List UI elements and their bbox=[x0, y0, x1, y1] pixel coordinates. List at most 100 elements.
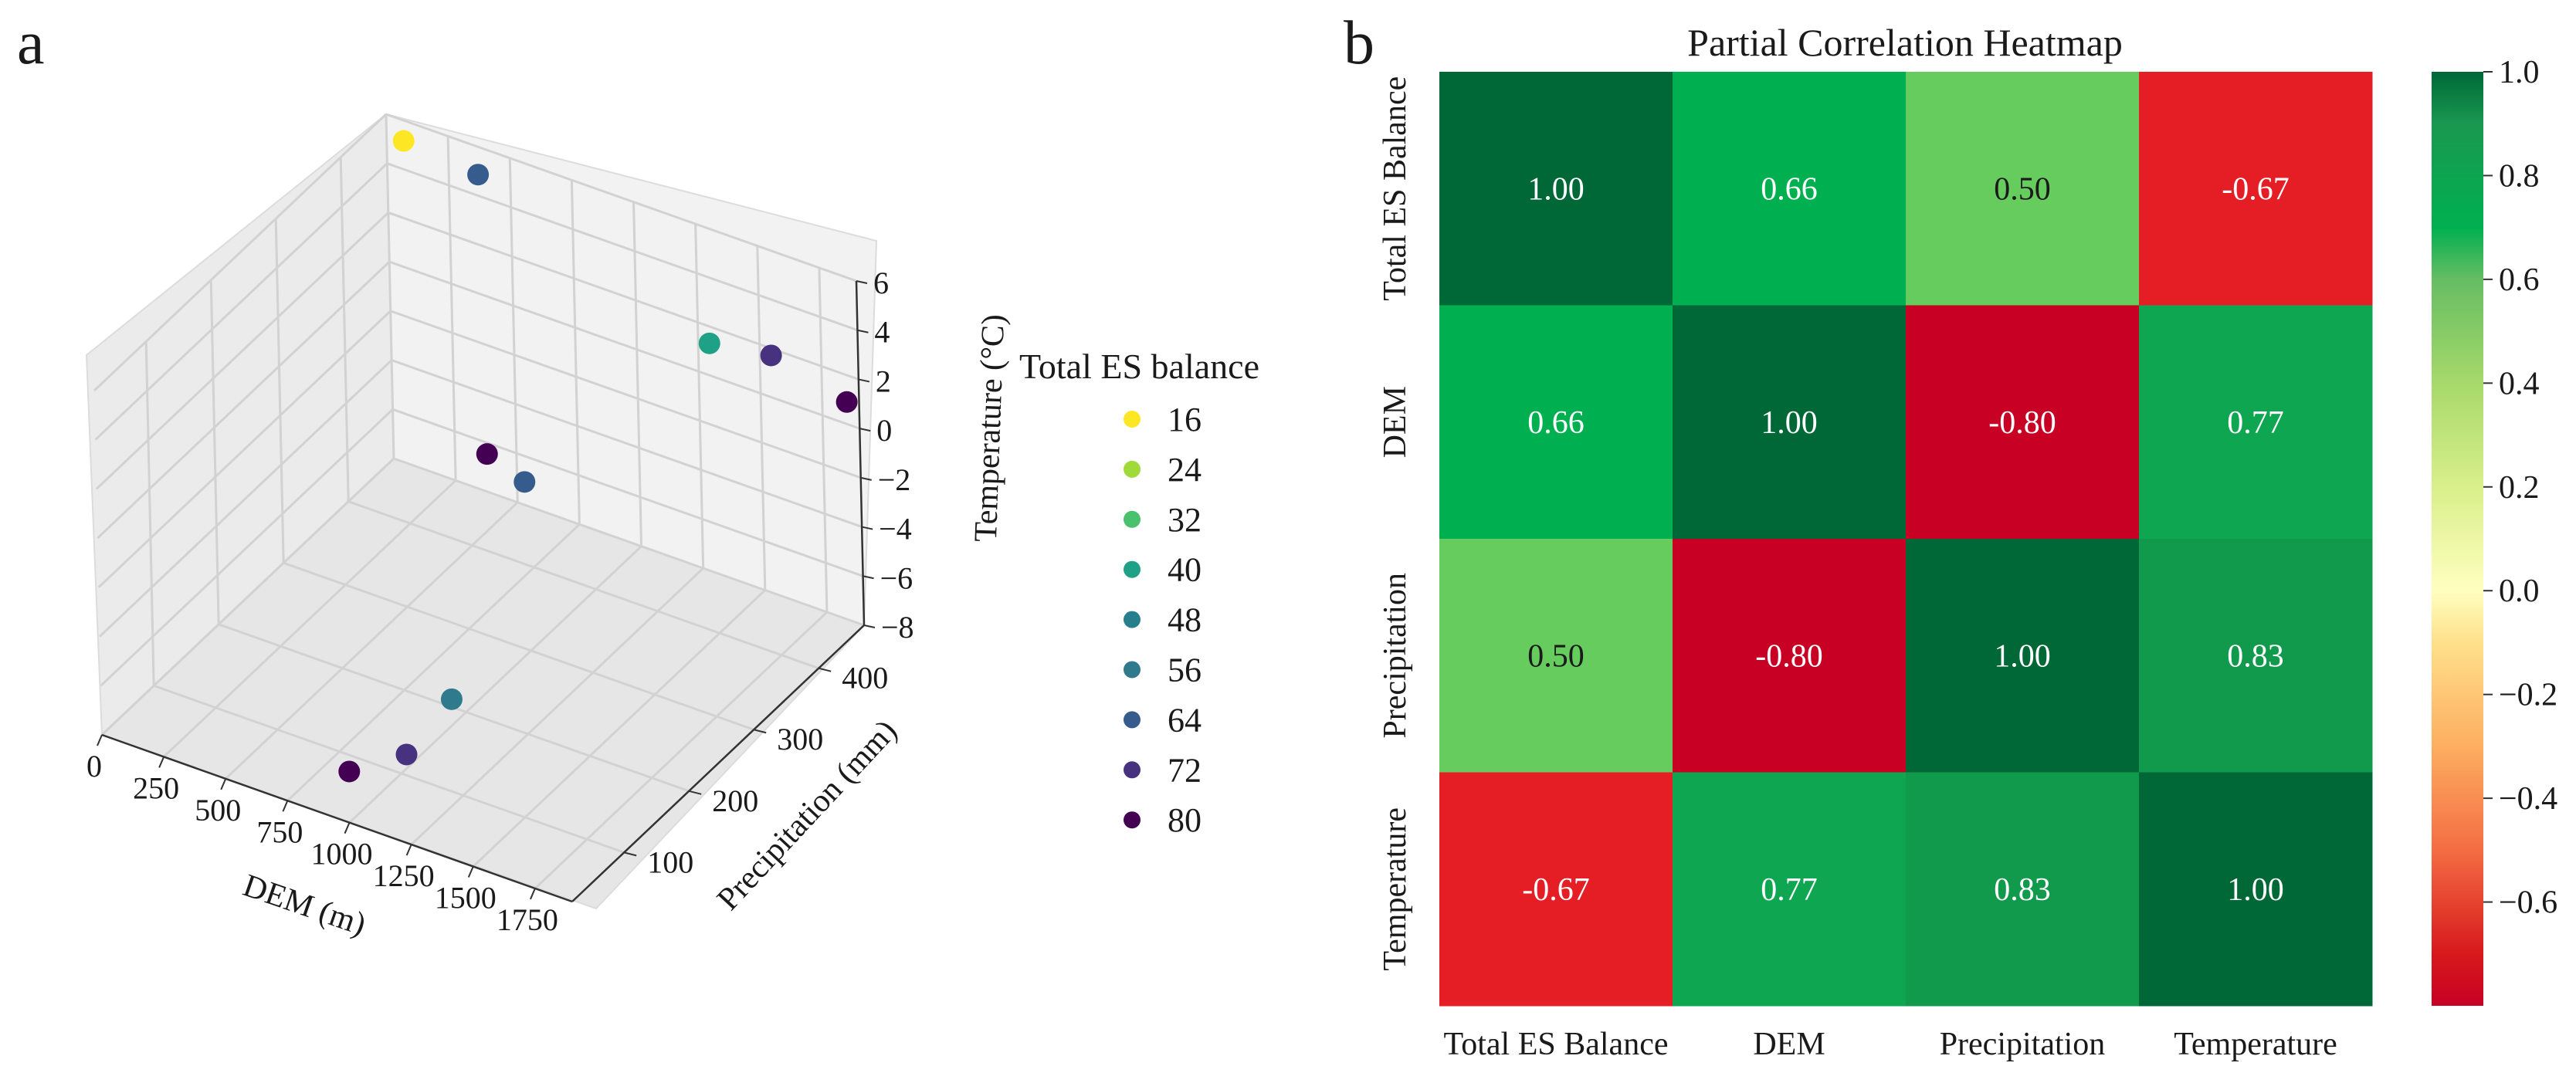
grid-back-x bbox=[385, 113, 395, 459]
heatmap-title: Partial Correlation Heatmap bbox=[1687, 21, 2123, 64]
heatmap-cell-label: 1.00 bbox=[1527, 171, 1585, 207]
y-tick-mark bbox=[753, 729, 767, 734]
colorbar-tick-label: −0.6 bbox=[2499, 885, 2557, 921]
scatter-point bbox=[514, 471, 536, 493]
scatter-point bbox=[395, 743, 418, 766]
scatter-point bbox=[338, 760, 361, 783]
heatmap-cell-label: 0.50 bbox=[1994, 171, 2051, 207]
scatter-point bbox=[467, 164, 490, 186]
grid-back-x bbox=[446, 136, 457, 481]
heatmap-cell bbox=[2139, 772, 2373, 1007]
x-tick-label: 1250 bbox=[373, 858, 435, 893]
heatmap-cell bbox=[1673, 772, 1907, 1007]
grid-back-x bbox=[694, 224, 705, 569]
legend-marker bbox=[1124, 811, 1141, 829]
zlabel-temperature: Temperature (°C) bbox=[968, 313, 1012, 542]
heatmap-cell bbox=[1439, 305, 1673, 540]
heatmap-cell-label: 1.00 bbox=[1994, 638, 2051, 674]
heatmap-x-tick-label: Precipitation bbox=[1940, 1027, 2106, 1062]
y-tick-label: 400 bbox=[842, 661, 888, 695]
heatmap-y-tick-label: Temperature bbox=[1378, 807, 1413, 971]
legend-label: 80 bbox=[1168, 801, 1202, 839]
scatter-point bbox=[476, 443, 498, 465]
legend-label: 16 bbox=[1168, 401, 1202, 438]
heatmap-cell bbox=[1906, 72, 2140, 306]
z-tick-label: −8 bbox=[881, 610, 914, 645]
heatmap-x-tick-label: Total ES Balance bbox=[1444, 1027, 1669, 1062]
z-tick-label: 2 bbox=[876, 364, 891, 398]
z-tick-mark bbox=[858, 378, 870, 383]
colorbar-tick-label: 0.0 bbox=[2499, 574, 2540, 609]
colorbar-tick-label: 1.0 bbox=[2499, 55, 2540, 90]
grid-left-z bbox=[100, 457, 395, 736]
x-tick-mark bbox=[282, 800, 289, 812]
heatmap-cell bbox=[2139, 539, 2373, 773]
points-3d bbox=[338, 130, 858, 783]
colorbar: −0.6 −0.4 −0.2 0.0 0.2 0.4 0.6 0.8 1.0 bbox=[2432, 55, 2557, 1006]
x-axis-line bbox=[101, 733, 573, 903]
grid-left-z bbox=[97, 310, 391, 588]
heatmap-cell-label: 0.83 bbox=[2227, 638, 2284, 674]
legend-marker bbox=[1124, 411, 1141, 428]
legend: Total ES balance 16 24 32 40 48 56 64 72 80 bbox=[1019, 347, 1259, 839]
x-tick-label: 0 bbox=[86, 749, 102, 783]
z-tick-label: 0 bbox=[876, 413, 892, 448]
legend-label: 24 bbox=[1168, 451, 1202, 489]
grid-left-z bbox=[93, 113, 388, 392]
z-axis-line bbox=[855, 280, 866, 626]
legend-marker bbox=[1124, 761, 1141, 779]
y-axis-line bbox=[571, 624, 865, 902]
heatmap-cell bbox=[2139, 305, 2373, 540]
legend-label: 64 bbox=[1168, 701, 1202, 739]
grid-floor-x bbox=[410, 567, 704, 846]
grid-back-z bbox=[390, 310, 862, 479]
colorbar-tick-label: 0.4 bbox=[2499, 366, 2540, 401]
heatmap-cell bbox=[1906, 772, 2140, 1007]
grid-floor-x bbox=[348, 545, 642, 824]
grid-back-z bbox=[385, 113, 857, 283]
heatmap-y-tick-label: Precipitation bbox=[1378, 573, 1413, 739]
xlabel-dem: DEM (m) bbox=[239, 868, 370, 943]
heatmap-cell-label: -0.67 bbox=[1522, 872, 1590, 908]
legend-marker bbox=[1124, 460, 1141, 478]
z-tick-mark bbox=[859, 428, 871, 432]
colorbar-gradient bbox=[2432, 72, 2483, 1006]
grid-left-y bbox=[274, 218, 285, 563]
grid-left-y bbox=[209, 279, 220, 624]
z-tick-label: 4 bbox=[874, 315, 890, 350]
legend-marker bbox=[1124, 711, 1141, 729]
z-tick-mark bbox=[863, 575, 874, 580]
heatmap-cell bbox=[1673, 305, 1907, 540]
x-tick-label: 500 bbox=[195, 793, 241, 827]
z-tick-mark bbox=[857, 329, 869, 333]
grid-back-x bbox=[508, 157, 519, 503]
heatmap-cell bbox=[1906, 305, 2140, 540]
x-tick-label: 1750 bbox=[497, 902, 558, 937]
colorbar-tick-label: 0.6 bbox=[2499, 262, 2540, 298]
grid-floor-x bbox=[472, 589, 766, 868]
scatter-point bbox=[698, 332, 720, 354]
heatmap-cell-label: 0.77 bbox=[2227, 405, 2284, 441]
colorbar-tick-label: 0.8 bbox=[2499, 158, 2540, 194]
grid-floor-y bbox=[283, 561, 754, 731]
x-tick-mark bbox=[97, 734, 103, 746]
x-tick-label: 1000 bbox=[311, 837, 373, 871]
heatmap-cell bbox=[1906, 539, 2140, 773]
heatmap-y-tick-label: Total ES Balance bbox=[1378, 76, 1413, 301]
colorbar-tick-label: −0.2 bbox=[2499, 678, 2557, 713]
panel-a: a 02505007501000125015001750100200300400… bbox=[17, 9, 1259, 943]
x-tick-label: 1500 bbox=[435, 881, 497, 915]
heatmap-x-ticks: Total ES Balance DEM Precipitation Temperat… bbox=[1444, 1027, 2337, 1062]
grid-floor-y bbox=[153, 684, 625, 854]
grid-floor-y bbox=[347, 500, 819, 670]
z-tick-label: −4 bbox=[879, 512, 912, 547]
heatmap-cell-label: 0.50 bbox=[1527, 638, 1585, 674]
y-tick-mark bbox=[818, 667, 832, 672]
heatmap-x-tick-label: Temperature bbox=[2174, 1027, 2337, 1062]
grid-floor-x bbox=[534, 611, 828, 890]
heatmap-cell bbox=[1439, 772, 1673, 1007]
heatmap-cell-label: -0.80 bbox=[1988, 405, 2056, 441]
heatmap-cell bbox=[2139, 72, 2373, 306]
scatter-point bbox=[440, 688, 463, 710]
